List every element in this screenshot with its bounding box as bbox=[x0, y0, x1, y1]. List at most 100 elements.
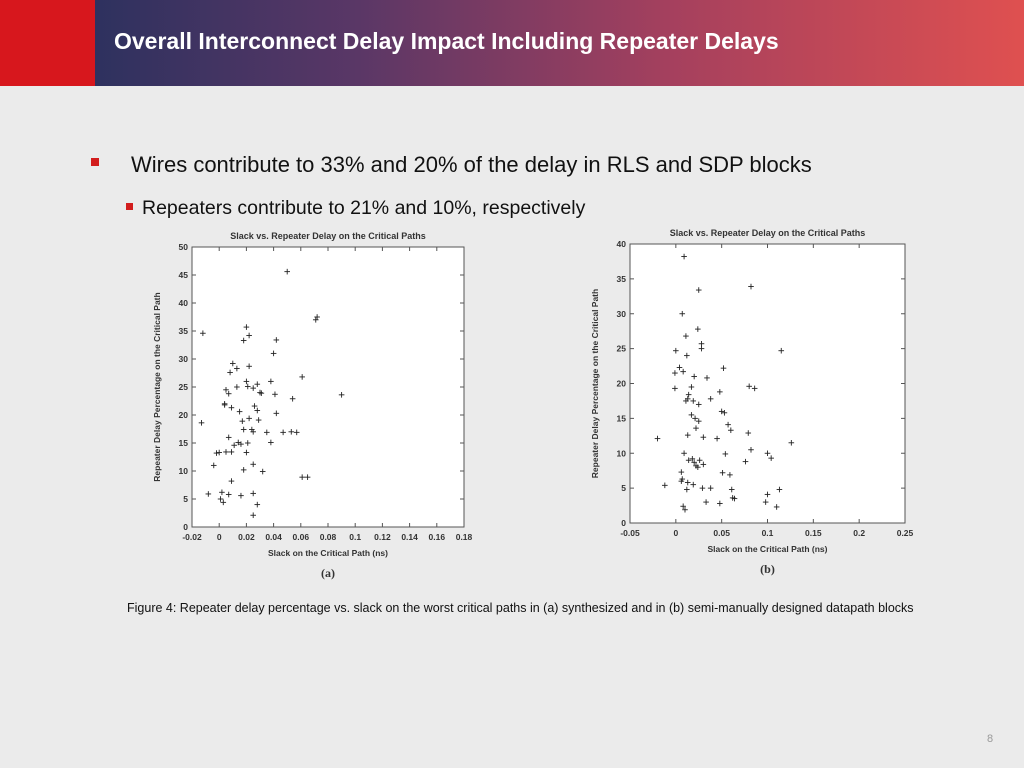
data-point bbox=[695, 287, 702, 293]
data-point bbox=[681, 253, 687, 260]
data-point bbox=[717, 500, 723, 507]
y-axis-label: Repeater Delay Percentage on the Critica… bbox=[590, 289, 600, 478]
x-axis-label: Slack on the Critical Path (ns) bbox=[708, 544, 828, 554]
x-tick-label: 0.06 bbox=[293, 532, 310, 542]
data-point bbox=[751, 385, 758, 392]
data-point bbox=[719, 469, 726, 476]
data-point bbox=[728, 427, 734, 434]
data-point bbox=[312, 317, 319, 323]
data-point bbox=[721, 409, 728, 416]
data-point bbox=[246, 332, 252, 339]
data-point bbox=[243, 449, 250, 456]
data-point bbox=[246, 415, 252, 422]
data-point bbox=[684, 479, 691, 486]
data-point bbox=[695, 464, 701, 470]
data-point bbox=[682, 506, 688, 513]
x-tick-label: 0.18 bbox=[456, 532, 473, 542]
chart-title: Slack vs. Repeater Delay on the Critical… bbox=[230, 231, 426, 241]
chart-svg-a: Slack vs. Repeater Delay on the Critical… bbox=[152, 231, 473, 580]
y-tick-label: 15 bbox=[617, 413, 627, 423]
data-point bbox=[299, 474, 305, 480]
data-point bbox=[219, 489, 225, 496]
data-point bbox=[289, 395, 296, 402]
data-point bbox=[251, 403, 258, 409]
y-tick-label: 30 bbox=[179, 354, 189, 364]
y-tick-label: 40 bbox=[179, 298, 189, 308]
data-point bbox=[714, 435, 720, 442]
data-point bbox=[254, 501, 261, 508]
data-point bbox=[230, 360, 236, 367]
x-tick-label: 0 bbox=[673, 528, 678, 538]
data-point bbox=[764, 491, 771, 498]
y-tick-label: 15 bbox=[179, 438, 189, 448]
x-tick-label: 0 bbox=[217, 532, 222, 542]
data-point bbox=[225, 434, 232, 441]
data-point bbox=[257, 389, 263, 396]
data-point bbox=[693, 425, 699, 431]
data-point bbox=[690, 481, 697, 488]
data-point bbox=[273, 337, 280, 343]
data-point bbox=[239, 418, 246, 424]
data-point bbox=[223, 449, 229, 455]
data-point bbox=[250, 385, 256, 391]
bullet-square-icon bbox=[91, 158, 99, 166]
data-point bbox=[700, 461, 707, 468]
data-point bbox=[213, 450, 220, 456]
data-point bbox=[243, 378, 250, 385]
data-point bbox=[718, 408, 725, 415]
data-point bbox=[698, 345, 705, 352]
x-axis-label: Slack on the Critical Path (ns) bbox=[268, 548, 388, 558]
y-tick-label: 50 bbox=[179, 242, 189, 252]
x-tick-label: 0.12 bbox=[374, 532, 391, 542]
data-point bbox=[685, 391, 692, 398]
data-point bbox=[293, 429, 300, 436]
data-point bbox=[250, 490, 256, 497]
data-point bbox=[236, 408, 243, 415]
data-point bbox=[696, 457, 703, 464]
data-point bbox=[240, 467, 247, 473]
data-point bbox=[776, 486, 783, 493]
chart-panel-b: Slack vs. Repeater Delay on the Critical… bbox=[578, 218, 928, 583]
x-tick-label: 0.05 bbox=[713, 528, 730, 538]
data-point bbox=[198, 420, 205, 426]
data-point bbox=[680, 503, 686, 510]
data-point bbox=[681, 450, 687, 457]
data-point bbox=[768, 455, 774, 461]
data-point bbox=[720, 365, 727, 371]
x-tick-label: 0.04 bbox=[265, 532, 282, 542]
data-point bbox=[722, 451, 729, 457]
data-point bbox=[250, 512, 256, 519]
data-point bbox=[676, 364, 683, 371]
data-point bbox=[679, 476, 686, 482]
plot-frame bbox=[629, 243, 906, 524]
data-point bbox=[220, 499, 227, 506]
data-point bbox=[698, 340, 705, 347]
data-point bbox=[717, 389, 723, 395]
data-point bbox=[673, 347, 679, 354]
data-point bbox=[273, 410, 280, 417]
data-point bbox=[691, 459, 697, 466]
data-point bbox=[729, 495, 736, 501]
x-tick-label: 0.2 bbox=[853, 528, 865, 538]
x-tick-label: 0.02 bbox=[238, 532, 255, 542]
data-point bbox=[304, 474, 311, 480]
data-point bbox=[255, 417, 262, 423]
data-point bbox=[223, 387, 229, 393]
data-point bbox=[764, 450, 771, 457]
data-point bbox=[684, 352, 690, 359]
data-point bbox=[662, 482, 668, 489]
y-tick-label: 5 bbox=[183, 494, 188, 504]
data-point bbox=[246, 363, 252, 370]
data-point bbox=[259, 468, 266, 475]
y-tick-label: 45 bbox=[179, 270, 189, 280]
data-point bbox=[683, 398, 689, 404]
data-point bbox=[268, 439, 274, 446]
slide-title: Overall Interconnect Delay Impact Includ… bbox=[114, 28, 779, 54]
data-point bbox=[254, 407, 261, 414]
bullet-sub: Repeaters contribute to 21% and 10%, res… bbox=[142, 197, 586, 219]
data-point bbox=[684, 486, 690, 493]
header-bar bbox=[0, 0, 1024, 86]
data-point bbox=[748, 446, 754, 453]
data-point bbox=[773, 504, 780, 510]
data-point bbox=[691, 373, 697, 380]
